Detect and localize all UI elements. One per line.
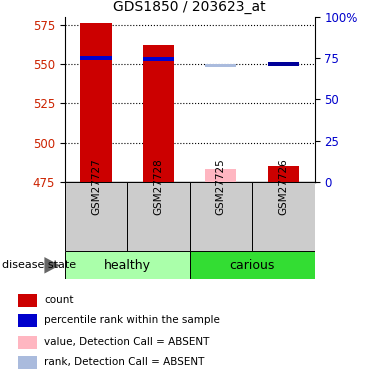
Bar [143, 57, 174, 61]
Bar [205, 169, 236, 182]
Bar [190, 182, 252, 251]
Bar [268, 62, 299, 66]
Bar [80, 23, 112, 182]
Text: GSM27726: GSM27726 [278, 158, 288, 215]
Text: GSM27725: GSM27725 [216, 158, 226, 215]
Bar [127, 182, 190, 251]
Text: disease state: disease state [2, 260, 76, 270]
Bar [190, 251, 314, 279]
Bar [80, 56, 112, 60]
Bar [18, 356, 37, 369]
Text: percentile rank within the sample: percentile rank within the sample [44, 315, 220, 326]
Bar [143, 45, 174, 182]
Bar [18, 314, 37, 327]
Bar [205, 64, 236, 68]
Bar [65, 182, 127, 251]
Bar [268, 166, 299, 182]
Bar [18, 336, 37, 349]
Text: carious: carious [229, 259, 275, 272]
Title: GDS1850 / 203623_at: GDS1850 / 203623_at [113, 0, 266, 15]
Text: GSM27727: GSM27727 [91, 158, 101, 215]
Text: rank, Detection Call = ABSENT: rank, Detection Call = ABSENT [44, 357, 205, 368]
Bar [252, 182, 314, 251]
Text: healthy: healthy [104, 259, 151, 272]
Bar [65, 251, 190, 279]
Text: count: count [44, 295, 74, 305]
Text: GSM27728: GSM27728 [154, 158, 164, 215]
Bar [18, 294, 37, 307]
Text: value, Detection Call = ABSENT: value, Detection Call = ABSENT [44, 337, 210, 347]
